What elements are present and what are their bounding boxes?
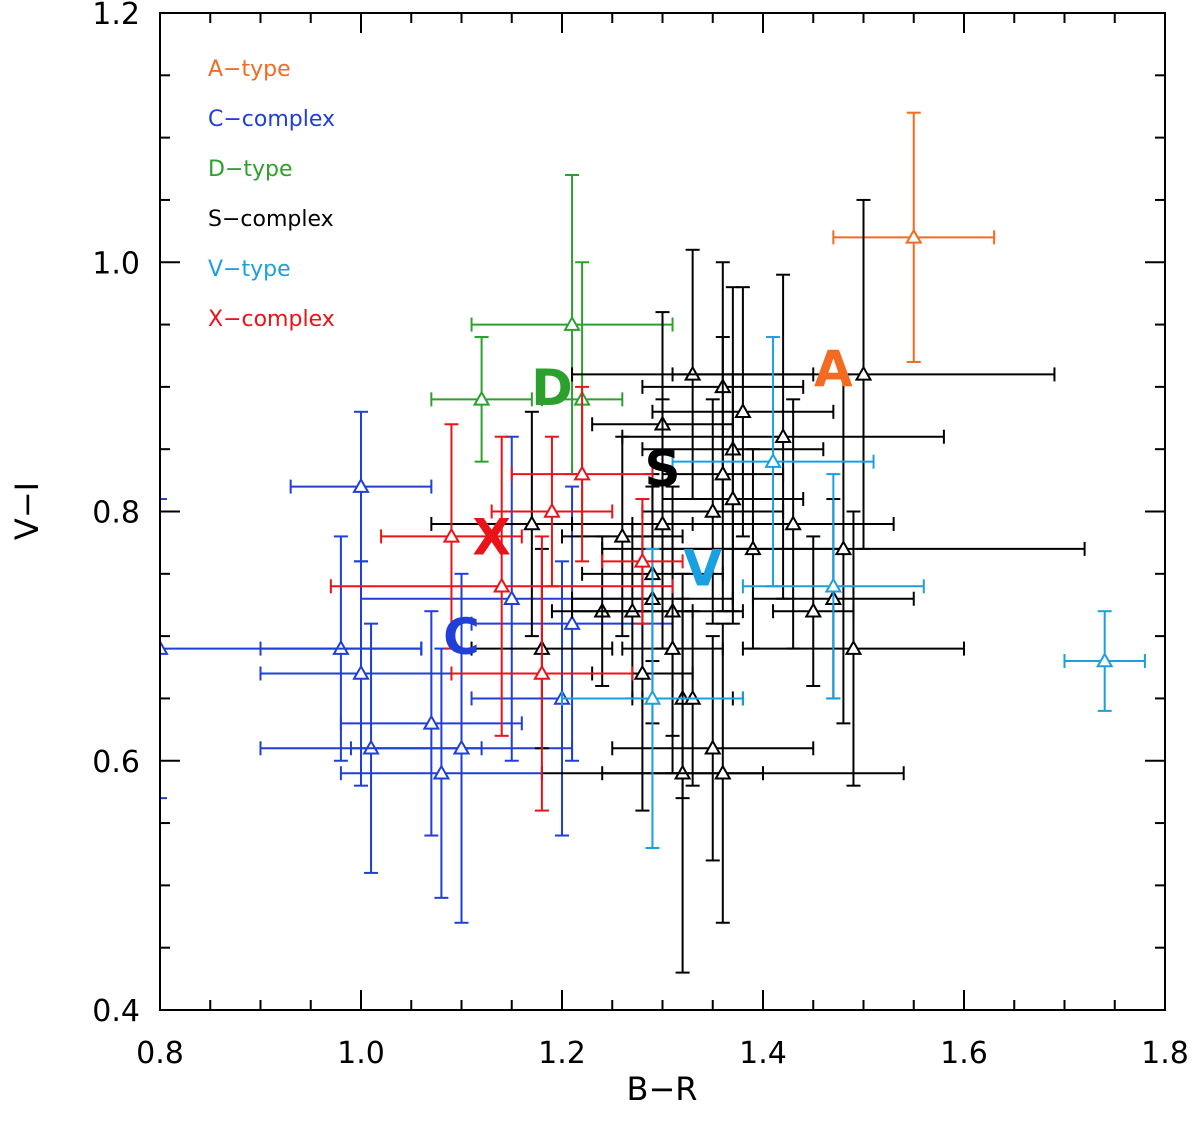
triangle-marker bbox=[643, 689, 662, 705]
legend-entry: A−type bbox=[208, 57, 291, 82]
triangle-marker bbox=[523, 514, 541, 531]
triangle-marker bbox=[533, 664, 551, 680]
x-tick-label: 1.6 bbox=[940, 1036, 988, 1071]
triangle-marker bbox=[734, 402, 752, 419]
class-label-D: D bbox=[531, 359, 573, 417]
data-point bbox=[601, 498, 684, 625]
y-tick-label: 1.2 bbox=[92, 0, 140, 32]
y-tick-label: 0.4 bbox=[92, 994, 140, 1029]
triangle-marker bbox=[452, 739, 471, 755]
series-X bbox=[329, 385, 684, 812]
triangle-marker bbox=[844, 639, 863, 655]
data-point bbox=[561, 547, 744, 849]
data-point bbox=[661, 373, 805, 625]
triangle-marker bbox=[714, 764, 732, 780]
triangle-marker bbox=[442, 527, 461, 543]
triangle-marker bbox=[704, 502, 722, 518]
series-D bbox=[430, 174, 674, 538]
triangle-marker bbox=[432, 764, 451, 780]
triangle-marker bbox=[774, 427, 792, 443]
data-point bbox=[1063, 610, 1146, 712]
data-point bbox=[772, 535, 855, 687]
triangle-marker bbox=[663, 639, 682, 655]
class-label-S: S bbox=[644, 440, 680, 498]
triangle-marker bbox=[633, 664, 652, 680]
legend-entry: D−type bbox=[208, 157, 293, 182]
data-point bbox=[832, 111, 996, 363]
data-point bbox=[510, 385, 654, 563]
data-point bbox=[601, 373, 1086, 725]
data-point bbox=[430, 410, 634, 638]
class-label-C: C bbox=[443, 608, 480, 666]
legend: A−type C−complex D−type S−complex V−type X−co… bbox=[208, 57, 335, 332]
data-point bbox=[741, 473, 925, 700]
y-tick-label: 0.6 bbox=[92, 745, 140, 780]
triangle-marker bbox=[784, 514, 802, 531]
x-axis-title: B−R bbox=[627, 1070, 698, 1108]
triangle-marker bbox=[543, 502, 561, 518]
legend-entry: X−complex bbox=[208, 307, 335, 332]
class-label-V: V bbox=[683, 540, 722, 598]
data-point bbox=[380, 423, 523, 650]
triangle-marker bbox=[834, 539, 853, 556]
class-label-X: X bbox=[472, 508, 511, 566]
triangle-marker bbox=[563, 315, 581, 331]
series-S bbox=[430, 198, 1086, 974]
triangle-marker bbox=[563, 614, 581, 630]
triangle-marker bbox=[633, 552, 652, 568]
triangle-marker bbox=[573, 465, 591, 481]
legend-entry: S−complex bbox=[208, 207, 334, 232]
data-point bbox=[450, 535, 634, 812]
data-point bbox=[470, 174, 674, 476]
triangle-marker bbox=[804, 602, 822, 618]
triangle-marker bbox=[472, 390, 491, 406]
data-layer bbox=[160, 111, 1146, 974]
data-point bbox=[329, 435, 674, 737]
series-A bbox=[832, 111, 996, 363]
x-tick-label: 0.8 bbox=[136, 1036, 184, 1071]
triangle-marker bbox=[824, 577, 843, 593]
class-label-layer: A C D SV X bbox=[443, 340, 853, 666]
legend-entry: C−complex bbox=[208, 107, 335, 132]
data-point bbox=[691, 398, 895, 650]
series-V bbox=[561, 336, 1146, 849]
triangle-marker bbox=[714, 465, 732, 481]
legend-entry: V−type bbox=[208, 257, 291, 282]
triangle-marker bbox=[422, 714, 441, 730]
triangle-marker bbox=[352, 477, 370, 493]
data-point bbox=[160, 498, 423, 800]
triangle-marker bbox=[905, 228, 923, 244]
data-point bbox=[339, 610, 523, 837]
triangle-marker bbox=[352, 664, 370, 680]
triangle-marker bbox=[503, 589, 521, 605]
x-tick-label: 1.2 bbox=[538, 1036, 586, 1071]
triangle-marker bbox=[160, 639, 169, 655]
y-tick-label: 0.8 bbox=[92, 496, 140, 531]
data-point bbox=[641, 398, 785, 625]
triangle-marker bbox=[854, 365, 873, 381]
x-tick-label: 1.8 bbox=[1141, 1036, 1189, 1071]
y-tick-label: 1.0 bbox=[92, 246, 140, 281]
data-point bbox=[611, 635, 815, 862]
y-axis-title: V−I bbox=[8, 482, 46, 540]
triangle-marker bbox=[613, 527, 632, 543]
class-label-A: A bbox=[814, 340, 853, 398]
x-tick-label: 1.4 bbox=[739, 1036, 787, 1071]
triangle-marker bbox=[704, 739, 722, 755]
data-point bbox=[741, 510, 965, 787]
triangle-marker bbox=[724, 490, 742, 506]
data-point bbox=[671, 336, 875, 588]
triangle-marker bbox=[764, 452, 782, 468]
data-point bbox=[651, 286, 835, 538]
tick-layer: 0.8 1.0 1.2 1.4 1.6 1.8 0.4 0.6 0.8 1.0 1.2 bbox=[92, 0, 1189, 1071]
data-point bbox=[430, 336, 533, 463]
x-tick-label: 1.0 bbox=[337, 1036, 385, 1071]
triangle-marker bbox=[492, 577, 511, 593]
triangle-marker bbox=[1095, 652, 1114, 668]
